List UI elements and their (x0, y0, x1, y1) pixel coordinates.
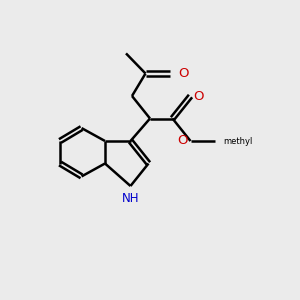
Text: O: O (177, 134, 188, 148)
Text: O: O (194, 89, 204, 103)
Text: O: O (178, 67, 188, 80)
Text: methyl: methyl (224, 136, 253, 146)
Text: NH: NH (122, 191, 139, 205)
